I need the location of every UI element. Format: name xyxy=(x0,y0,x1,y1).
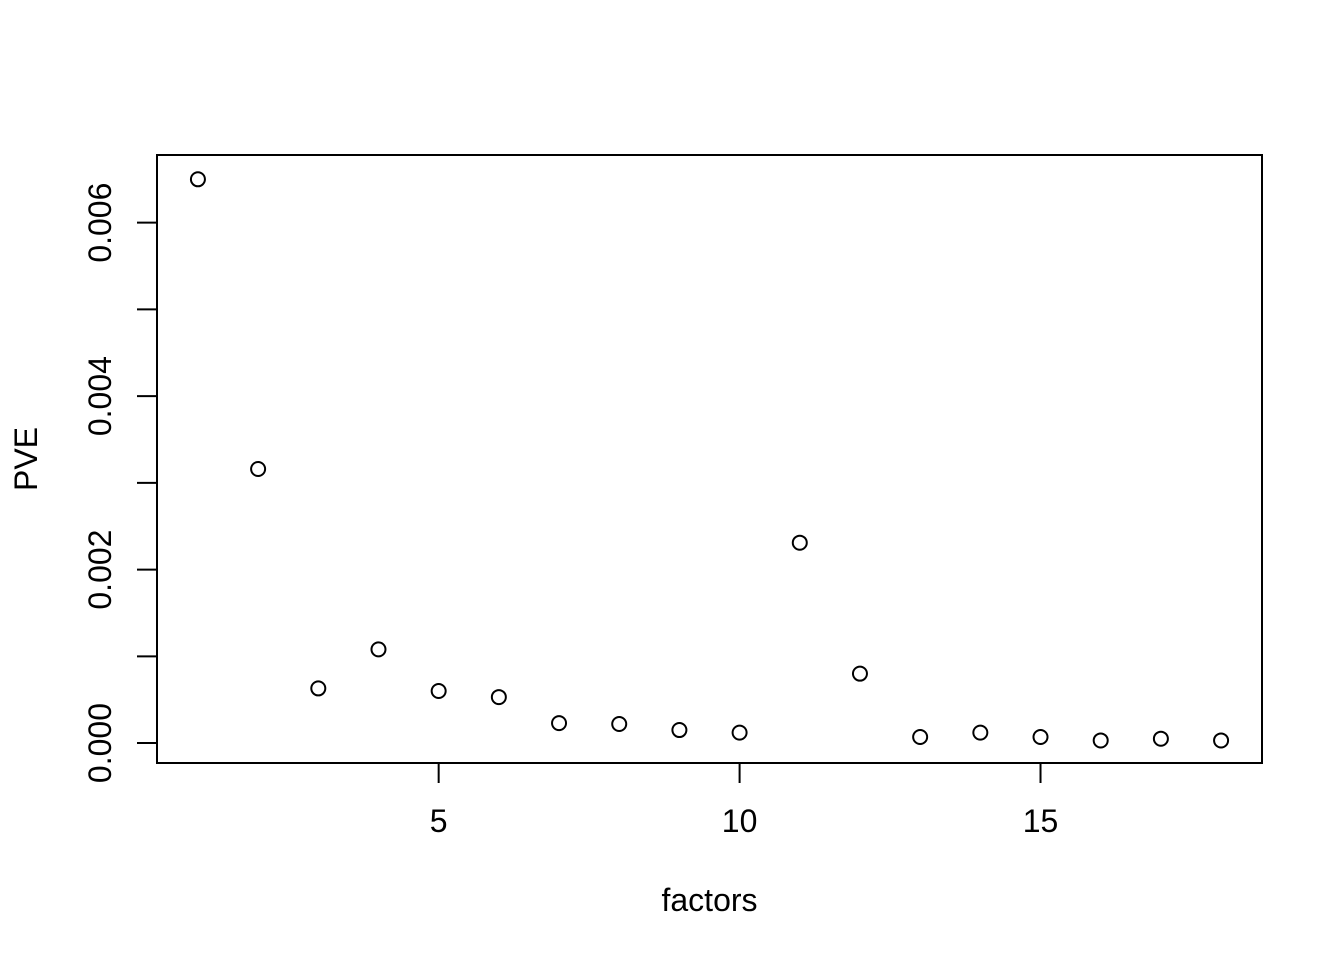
data-point xyxy=(310,680,327,697)
plot-area: 5 10 15 0.000 0.002 0.004 0.006 xyxy=(82,154,1263,839)
data-point xyxy=(250,460,267,477)
data-point xyxy=(551,715,568,732)
data-point xyxy=(370,641,387,658)
y-axis-tick-label: 0.000 xyxy=(82,703,118,783)
y-axis-tick-label: 0.006 xyxy=(82,183,118,263)
data-point xyxy=(731,724,748,741)
y-axis-tick-label: 0.002 xyxy=(82,530,118,610)
x-axis-title: factors xyxy=(661,882,757,918)
data-point xyxy=(1032,728,1049,745)
plot-border xyxy=(156,154,1263,764)
data-point xyxy=(1152,730,1169,747)
data-point xyxy=(189,171,206,188)
data-point xyxy=(671,722,688,739)
data-point xyxy=(1213,732,1230,749)
x-axis-tick-label: 10 xyxy=(722,803,758,839)
data-point xyxy=(490,689,507,706)
y-axis-title: PVE xyxy=(8,427,44,491)
data-point xyxy=(851,665,868,682)
x-axis-tick-label: 15 xyxy=(1023,803,1059,839)
data-point xyxy=(430,683,447,700)
data-point xyxy=(791,534,808,551)
data-point xyxy=(972,724,989,741)
data-point xyxy=(611,715,628,732)
data-point xyxy=(912,728,929,745)
x-axis-tick-label: 5 xyxy=(430,803,448,839)
data-point xyxy=(1092,732,1109,749)
y-axis-tick-label: 0.004 xyxy=(82,356,118,436)
